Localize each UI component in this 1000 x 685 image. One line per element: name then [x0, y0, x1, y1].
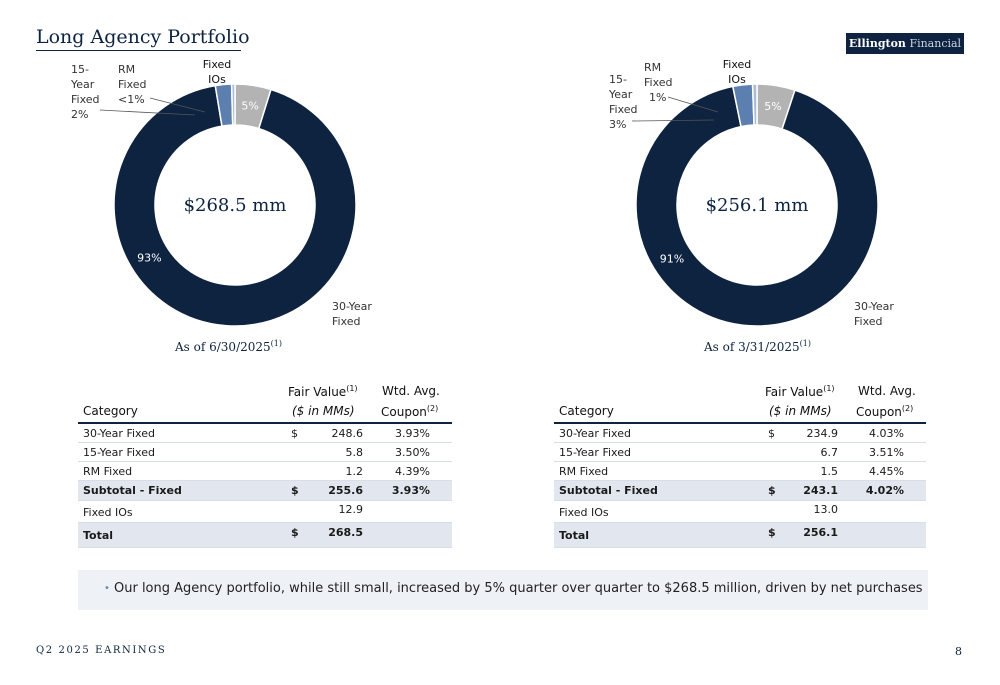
label-15-year-1: 15- Year Fixed 2%: [71, 63, 100, 121]
header-category: Category: [559, 404, 614, 418]
footer-label: Q2 2025 EARNINGS: [36, 645, 167, 656]
summary-text: Our long Agency portfolio, while still s…: [114, 581, 923, 596]
table-header: Category Fair Value(1) ($ in MMs) Wtd. A…: [78, 380, 452, 422]
page-title: Long Agency Portfolio: [36, 26, 250, 48]
label-fixed-ios-2: Fixed IOs: [722, 58, 752, 86]
table-header: Category Fair Value(1) ($ in MMs) Wtd. A…: [554, 380, 926, 422]
subtotal-row: Subtotal - Fixed $ 255.6 3.93%: [78, 481, 452, 501]
label-fixed-ios-1: Fixed IOs: [202, 58, 232, 86]
slice-30-year-fixed-2: [635, 85, 879, 327]
table-row: 15-Year Fixed 6.7 3.51%: [554, 443, 926, 462]
company-logo: Ellington Financial: [846, 33, 964, 54]
leader-line-15-year-1: [99, 109, 196, 116]
total-row: Total $ 256.1: [554, 523, 926, 548]
data-label-30-year-1: 93%: [137, 252, 161, 265]
subtotal-row: Subtotal - Fixed $ 243.1 4.02%: [554, 481, 926, 501]
data-label-fixed-ios-2: 5%: [764, 100, 781, 113]
center-value-2: $256.1 mm: [706, 195, 809, 216]
slice-30-year-fixed-1: [113, 84, 357, 327]
label-rm-fixed-2: RM Fixed 1%: [644, 61, 673, 104]
slice-rm-fixed-2: [751, 83, 758, 126]
label-30-year-1: 30-Year Fixed: [332, 300, 372, 328]
chart-caption-1: As of 6/30/2025(1): [175, 339, 282, 354]
table-row: RM Fixed 1.5 4.45%: [554, 462, 926, 481]
center-value-1: $268.5 mm: [184, 195, 287, 216]
label-rm-fixed-1: RM Fixed <1%: [118, 63, 147, 106]
fixed-ios-row: Fixed IOs 13.0: [554, 501, 926, 523]
data-label-fixed-ios-1: 5%: [241, 100, 258, 113]
table-row: 30-Year Fixed $ 248.6 3.93%: [78, 424, 452, 443]
table-row: RM Fixed 1.2 4.39%: [78, 462, 452, 481]
header-rule: [554, 422, 926, 424]
header-rule: [78, 422, 452, 424]
page-number: 8: [955, 645, 962, 658]
header-fair-value: Fair Value(1): [765, 384, 835, 399]
summary-box: [78, 570, 928, 610]
data-label-30-year-2: 91%: [660, 253, 684, 266]
header-fair-value-units: ($ in MMs): [292, 404, 355, 418]
leader-line-15-year-2: [631, 119, 715, 122]
header-coupon-top: Wtd. Avg.: [382, 384, 440, 398]
header-coupon: Coupon(2): [856, 404, 914, 419]
bullet-icon: •: [104, 583, 110, 594]
header-fair-value-units: ($ in MMs): [769, 404, 832, 418]
header-coupon-top: Wtd. Avg.: [858, 384, 916, 398]
header-coupon: Coupon(2): [381, 404, 439, 419]
leader-line-rm-fixed-2: [667, 96, 719, 113]
table-row: 15-Year Fixed 5.8 3.50%: [78, 443, 452, 462]
chart-caption-2: As of 3/31/2025(1): [704, 339, 811, 354]
fixed-ios-row: Fixed IOs 12.9: [78, 501, 452, 523]
header-category: Category: [83, 404, 138, 418]
total-row: Total $ 268.5: [78, 523, 452, 548]
portfolio-table-1: Category Fair Value(1) ($ in MMs) Wtd. A…: [78, 380, 452, 548]
header-fair-value: Fair Value(1): [288, 384, 358, 399]
portfolio-table-2: Category Fair Value(1) ($ in MMs) Wtd. A…: [554, 380, 926, 548]
table-row: 30-Year Fixed $ 234.9 4.03%: [554, 424, 926, 443]
donut-charts: $268.5 mm 93% 5% $256.1 mm 91% 5%: [99, 83, 879, 327]
label-15-year-2: 15- Year Fixed 3%: [609, 73, 638, 131]
slice-rm-fixed-1: [230, 83, 236, 126]
leader-line-rm-fixed-1: [149, 97, 206, 113]
title-underline: [36, 50, 241, 51]
label-30-year-2: 30-Year Fixed: [854, 300, 894, 328]
